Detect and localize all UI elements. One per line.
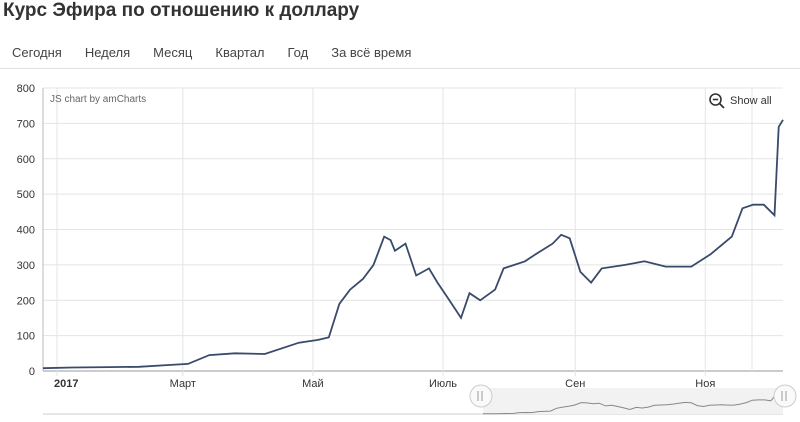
tab-year[interactable]: Год bbox=[287, 45, 309, 60]
navigator-line bbox=[482, 392, 784, 415]
tab-quarter[interactable]: Квартал bbox=[215, 45, 265, 60]
eth-usd-line bbox=[42, 119, 784, 370]
y-axis: 0 100 200 300 400 500 600 700 800 bbox=[17, 83, 35, 378]
y-tick-label: 0 bbox=[29, 366, 35, 378]
y-tick-label: 800 bbox=[17, 83, 35, 95]
x-tick-label: Ноя bbox=[695, 378, 715, 390]
x-tick-label: 2017 bbox=[54, 378, 78, 390]
x-axis: 2017 Март Май Июль Сен Ноя bbox=[54, 378, 715, 390]
show-all-button[interactable]: Show all bbox=[708, 92, 772, 110]
period-tabs: Сегодня Неделя Месяц Квартал Год За всё … bbox=[12, 45, 434, 60]
tab-all-time[interactable]: За всё время bbox=[331, 45, 412, 60]
chart-credit: JS chart by amCharts bbox=[50, 94, 146, 105]
x-tick-label: Май bbox=[302, 378, 324, 390]
y-tick-label: 300 bbox=[17, 260, 35, 272]
tab-week[interactable]: Неделя bbox=[84, 45, 131, 60]
y-tick-label: 500 bbox=[17, 189, 35, 201]
navigator-handle-right[interactable] bbox=[773, 384, 797, 408]
chart-grid bbox=[42, 87, 783, 376]
y-tick-label: 600 bbox=[17, 154, 35, 166]
tabs-divider bbox=[0, 68, 800, 69]
navigator-handle-left[interactable] bbox=[469, 384, 493, 408]
x-tick-label: Март bbox=[170, 378, 196, 390]
y-tick-label: 700 bbox=[17, 118, 35, 130]
y-tick-label: 400 bbox=[17, 225, 35, 237]
tab-today[interactable]: Сегодня bbox=[12, 45, 62, 60]
x-tick-label: Сен bbox=[565, 378, 585, 390]
y-tick-label: 200 bbox=[17, 295, 35, 307]
x-tick-label: Июль bbox=[429, 378, 457, 390]
page-title: Курс Эфира по отношению к доллару bbox=[3, 0, 360, 21]
navigator-selection[interactable] bbox=[483, 388, 783, 414]
tab-month[interactable]: Месяц bbox=[153, 45, 193, 60]
show-all-label: Show all bbox=[730, 95, 772, 107]
scrollbar-navigator[interactable] bbox=[43, 384, 797, 415]
y-tick-label: 100 bbox=[17, 331, 35, 343]
zoom-out-icon bbox=[709, 93, 725, 109]
